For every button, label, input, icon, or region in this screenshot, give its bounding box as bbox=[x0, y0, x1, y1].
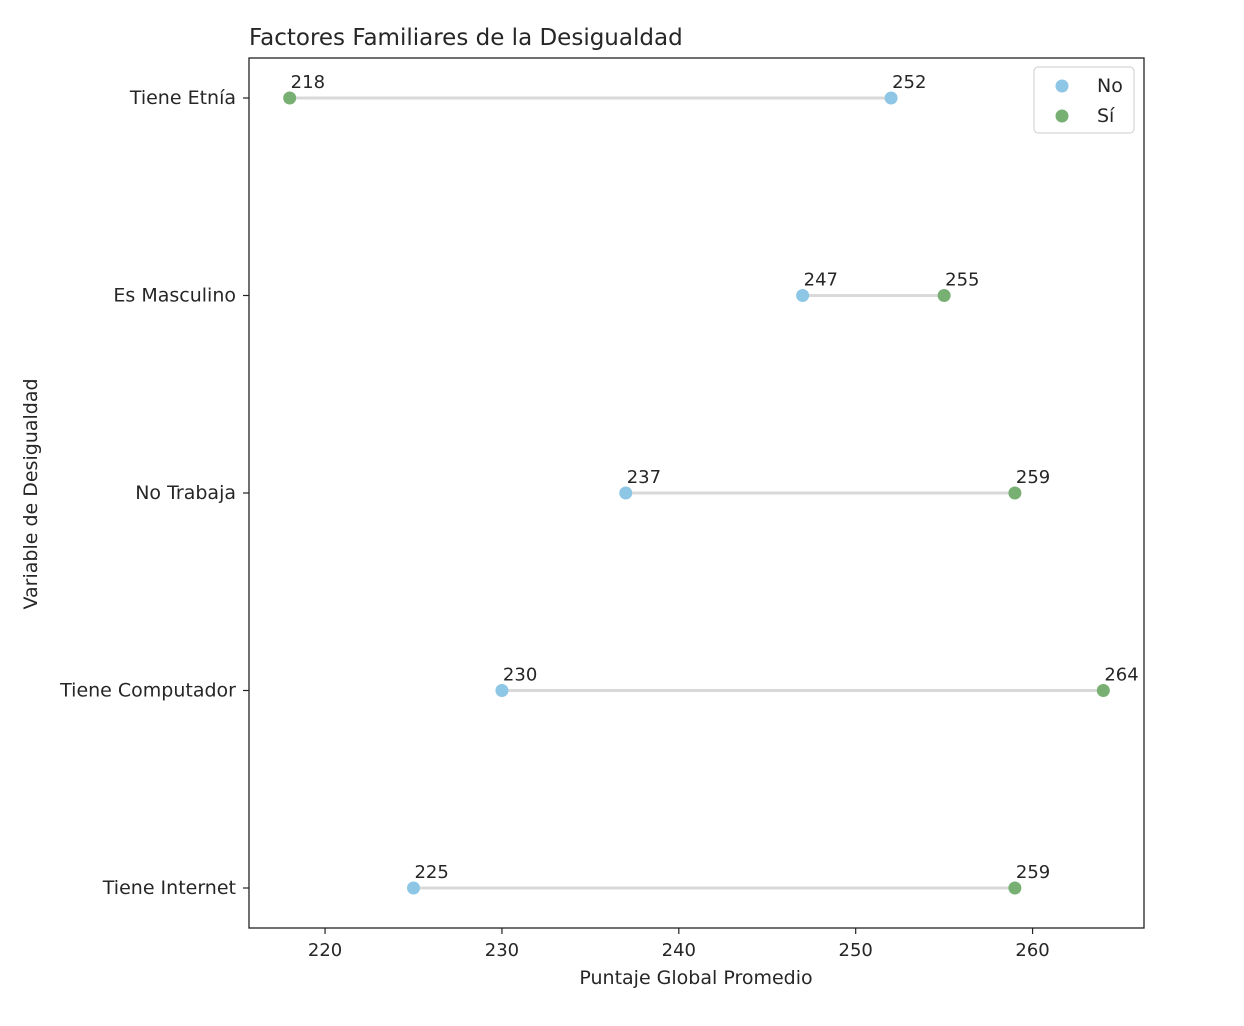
data-label: 225 bbox=[414, 862, 448, 883]
y-tick-label: Tiene Internet bbox=[102, 877, 236, 899]
data-point-no bbox=[884, 91, 898, 105]
y-tick-label: No Trabaja bbox=[135, 482, 236, 504]
data-points bbox=[283, 91, 1110, 895]
data-point-si bbox=[1096, 684, 1110, 697]
x-axis-label: Puntaje Global Promedio bbox=[579, 967, 812, 989]
data-label: 230 bbox=[503, 665, 537, 686]
y-tick-label: Es Masculino bbox=[113, 285, 236, 307]
data-label: 247 bbox=[804, 270, 838, 291]
legend-marker bbox=[1055, 79, 1069, 93]
data-point-si bbox=[283, 91, 297, 105]
data-point-no bbox=[796, 289, 810, 302]
data-point-si bbox=[937, 289, 951, 302]
y-tick-label: Tiene Etnía bbox=[129, 87, 236, 109]
data-point-no bbox=[406, 881, 420, 895]
data-label: 264 bbox=[1104, 665, 1138, 686]
data-point-si bbox=[1008, 486, 1022, 500]
chart-title: Factores Familiares de la Desigualdad bbox=[249, 25, 683, 51]
data-label: 237 bbox=[627, 467, 661, 488]
data-labels: 252 247 237 230 225 218 255 259 264 259 bbox=[291, 72, 1139, 883]
x-tick-label: 240 bbox=[662, 940, 696, 961]
x-tick-label: 250 bbox=[839, 940, 873, 961]
x-tick-label: 220 bbox=[308, 940, 342, 961]
legend-label: Sí bbox=[1097, 105, 1115, 127]
data-label: 259 bbox=[1016, 467, 1050, 488]
data-label: 218 bbox=[291, 72, 325, 93]
y-tick-label: Tiene Computador bbox=[59, 680, 236, 702]
connector-lines bbox=[289, 96, 1104, 890]
data-point-si bbox=[1008, 881, 1022, 895]
data-label: 252 bbox=[892, 72, 926, 93]
x-axis: 220 230 240 250 260 bbox=[308, 928, 1050, 961]
legend-label: No bbox=[1097, 75, 1123, 97]
y-axis-label: Variable de Desigualdad bbox=[20, 378, 42, 609]
x-tick-label: 230 bbox=[485, 940, 519, 961]
data-point-no bbox=[495, 684, 509, 697]
data-label: 255 bbox=[945, 270, 979, 291]
data-point-no bbox=[619, 486, 633, 500]
y-axis: Tiene Etnía Es Masculino No Trabaja Tiene C… bbox=[59, 87, 249, 899]
legend: No Sí bbox=[1033, 66, 1135, 134]
legend-marker bbox=[1055, 109, 1069, 123]
x-tick-label: 260 bbox=[1015, 940, 1049, 961]
data-label: 259 bbox=[1016, 862, 1050, 883]
